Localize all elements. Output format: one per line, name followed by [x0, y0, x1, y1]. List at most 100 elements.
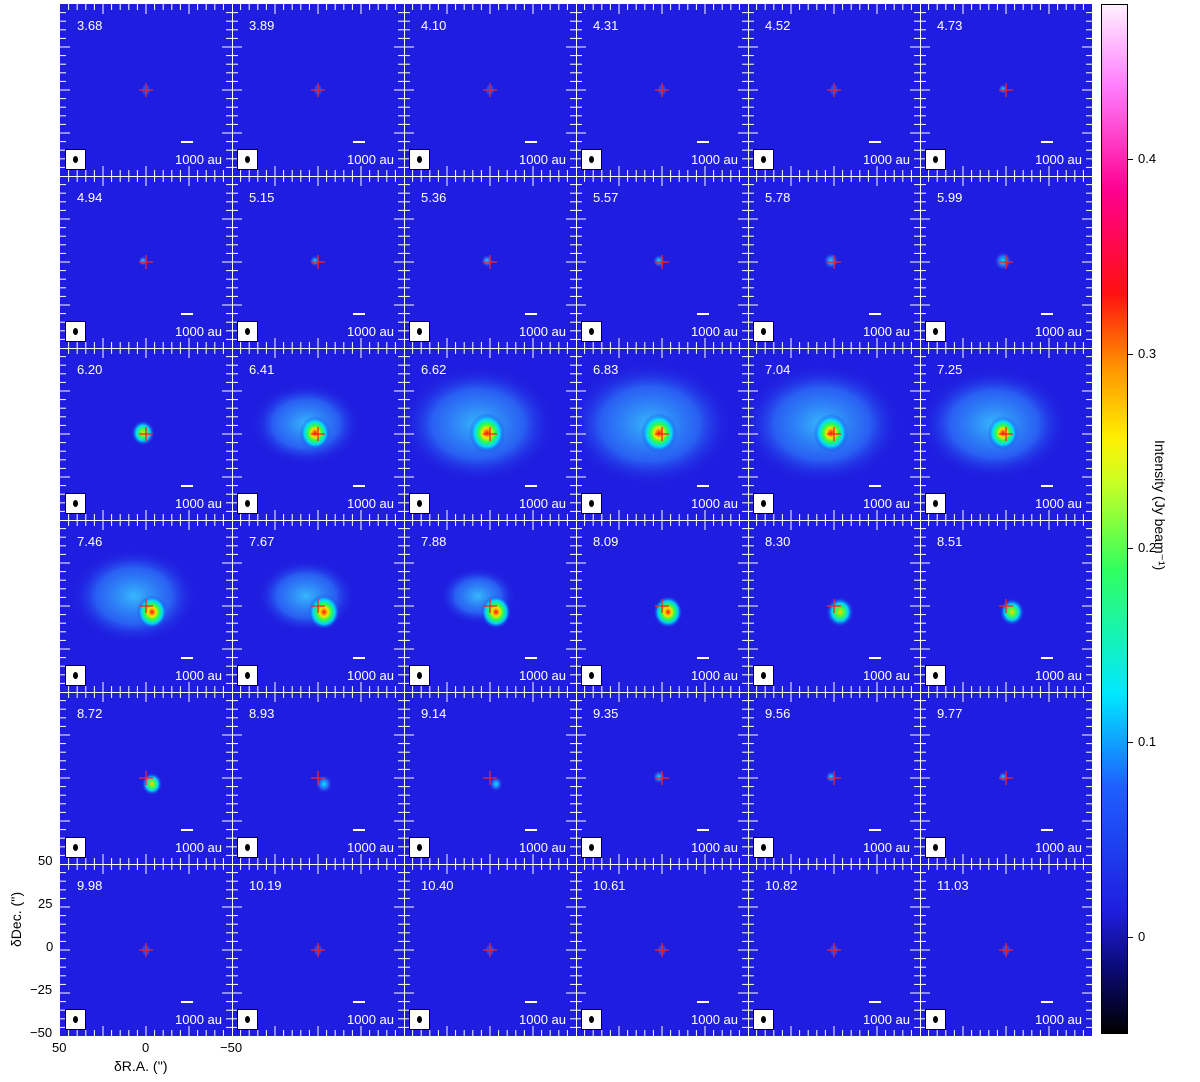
scale-bar — [525, 485, 537, 487]
beam-ellipse — [245, 1016, 250, 1023]
beam-ellipse — [589, 328, 594, 335]
scale-bar-label: 1000 au — [863, 840, 910, 855]
beam-ellipse — [761, 328, 766, 335]
compact-emission — [141, 772, 163, 796]
velocity-label: 9.77 — [937, 706, 963, 721]
emission-map — [920, 520, 1092, 692]
scale-bar-label: 1000 au — [175, 496, 222, 511]
scale-bar-label: 1000 au — [347, 840, 394, 855]
velocity-label: 10.19 — [249, 878, 282, 893]
velocity-label: 4.31 — [593, 18, 619, 33]
scale-bar — [181, 485, 193, 487]
compact-emission — [825, 771, 837, 783]
beam-ellipse — [245, 500, 250, 507]
scale-bar-label: 1000 au — [347, 496, 394, 511]
velocity-label: 5.99 — [937, 190, 963, 205]
scale-bar — [1041, 313, 1053, 315]
beam-ellipse — [589, 156, 594, 163]
velocity-label: 8.72 — [77, 706, 103, 721]
colorbar-tick-label: 0.3 — [1138, 345, 1157, 361]
beam-box — [65, 493, 86, 514]
velocity-label: 7.04 — [765, 362, 791, 377]
beam-box — [409, 149, 430, 170]
channel-panel: 10.82 1000 au — [748, 864, 920, 1036]
y-axis-label: δDec. ('') — [8, 891, 24, 947]
scale-bar — [1041, 141, 1053, 143]
beam-ellipse — [73, 156, 78, 163]
velocity-label: 5.15 — [249, 190, 275, 205]
emission-map — [920, 864, 1092, 1036]
emission-map — [60, 692, 232, 864]
channel-panel: 6.41 1000 au — [232, 348, 404, 520]
velocity-label: 9.35 — [593, 706, 619, 721]
compact-emission — [469, 413, 505, 453]
compact-emission — [998, 84, 1008, 94]
channel-panel: 3.89 1000 au — [232, 4, 404, 176]
beam-ellipse — [933, 156, 938, 163]
scale-bar-label: 1000 au — [691, 668, 738, 683]
beam-ellipse — [245, 672, 250, 679]
channel-panel: 4.73 1000 au — [920, 4, 1092, 176]
scale-bar — [181, 1001, 193, 1003]
compact-emission — [652, 770, 666, 784]
panel-divider — [60, 864, 1092, 865]
beam-box — [581, 665, 602, 686]
compact-emission — [136, 595, 168, 629]
scale-bar — [353, 829, 365, 831]
beam-box — [925, 837, 946, 858]
velocity-label: 8.30 — [765, 534, 791, 549]
emission-map — [576, 176, 748, 348]
compact-emission — [823, 252, 839, 270]
channel-panel: 7.46 1000 au — [60, 520, 232, 692]
scale-bar — [525, 657, 537, 659]
emission-map — [232, 176, 404, 348]
emission-map — [60, 176, 232, 348]
beam-box — [925, 1009, 946, 1030]
velocity-label: 10.82 — [765, 878, 798, 893]
colorbar-tick — [1128, 353, 1133, 355]
channel-panel: 8.72 1000 au — [60, 692, 232, 864]
scale-bar — [353, 313, 365, 315]
beam-ellipse — [761, 672, 766, 679]
emission-map — [404, 692, 576, 864]
scale-bar-label: 1000 au — [1035, 668, 1082, 683]
velocity-label: 9.14 — [421, 706, 447, 721]
channel-panel: 5.15 1000 au — [232, 176, 404, 348]
emission-map — [404, 348, 576, 520]
scale-bar — [869, 313, 881, 315]
beam-ellipse — [245, 156, 250, 163]
velocity-label: 8.93 — [249, 706, 275, 721]
velocity-label: 4.10 — [421, 18, 447, 33]
emission-map — [920, 176, 1092, 348]
x-tick-label: −50 — [220, 1040, 243, 1055]
scale-bar-label: 1000 au — [1035, 324, 1082, 339]
colorbar-tick-label: 0.4 — [1138, 151, 1157, 167]
compact-emission — [315, 774, 333, 794]
panel-divider — [576, 4, 577, 1036]
colorbar-tick — [1128, 936, 1133, 938]
velocity-label: 9.56 — [765, 706, 791, 721]
scale-bar-label: 1000 au — [691, 152, 738, 167]
x-axis-label: δR.A. ('') — [114, 1058, 168, 1074]
beam-ellipse — [417, 1016, 422, 1023]
emission-map — [576, 4, 748, 176]
scale-bar-label: 1000 au — [519, 668, 566, 683]
emission-map — [748, 520, 920, 692]
beam-box — [581, 493, 602, 514]
x-tick-label: 50 — [52, 1040, 67, 1055]
emission-map — [576, 864, 748, 1036]
emission-map — [60, 520, 232, 692]
velocity-label: 7.25 — [937, 362, 963, 377]
scale-bar — [697, 1001, 709, 1003]
emission-map — [576, 692, 748, 864]
beam-ellipse — [589, 844, 594, 851]
scale-bar-label: 1000 au — [175, 840, 222, 855]
scale-bar — [525, 829, 537, 831]
channel-panel: 6.62 1000 au — [404, 348, 576, 520]
beam-ellipse — [417, 328, 422, 335]
scale-bar-label: 1000 au — [175, 1012, 222, 1027]
velocity-label: 5.36 — [421, 190, 447, 205]
beam-box — [581, 321, 602, 342]
beam-ellipse — [761, 500, 766, 507]
channel-panel: 5.36 1000 au — [404, 176, 576, 348]
